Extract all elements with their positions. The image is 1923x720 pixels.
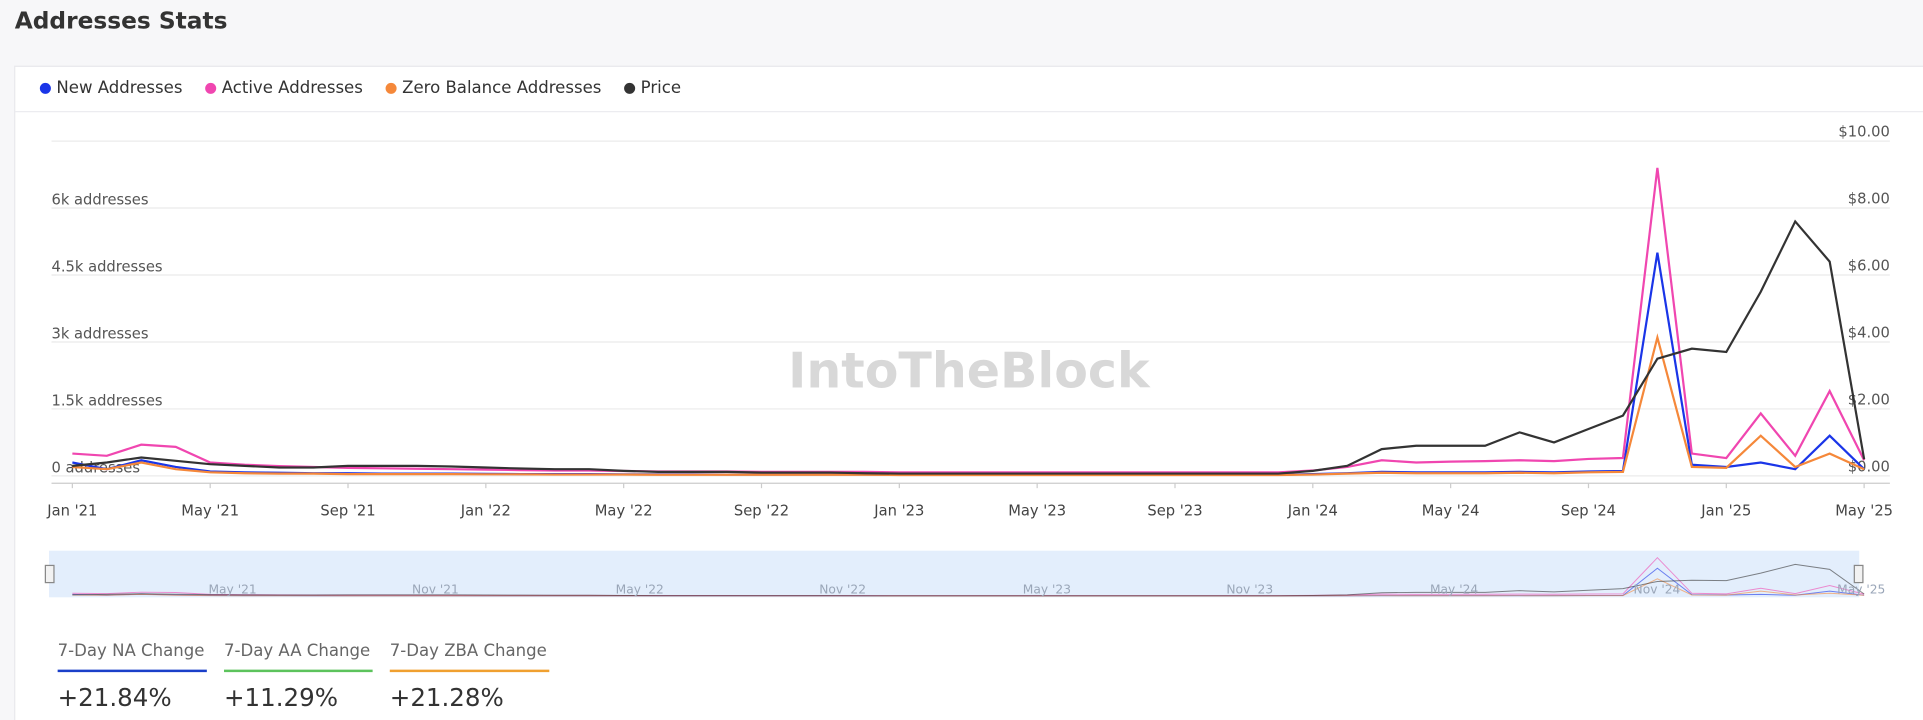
stat-value: +21.28% (390, 683, 504, 712)
stat-label: 7-Day ZBA Change (390, 641, 547, 660)
x-tick-label: May '24 (1422, 502, 1480, 519)
legend-label[interactable]: Price (641, 78, 681, 97)
series-line (72, 219, 1866, 475)
navigator-line (72, 563, 1865, 597)
layer: $0.00$2.00$4.00$6.00$8.00$10.000 address… (39, 78, 1893, 712)
x-tick-label: Jan '24 (1287, 502, 1338, 519)
legend-marker[interactable] (205, 82, 217, 94)
stat-label: 7-Day NA Change (58, 641, 205, 660)
legend-marker[interactable] (39, 82, 51, 94)
y-tick-label: 4.5k addresses (52, 259, 163, 276)
navigator-handle[interactable] (1853, 564, 1864, 584)
y2-tick-label: $4.00 (1848, 324, 1890, 341)
navigator-label: May '21 (208, 582, 256, 596)
y-tick-label: 1.5k addresses (52, 393, 163, 410)
y2-tick-label: $2.00 (1848, 391, 1890, 408)
x-tick-label: Jan '23 (873, 502, 924, 519)
x-tick-label: Jan '21 (46, 502, 97, 519)
x-tick-label: Sep '21 (320, 502, 375, 519)
x-tick-label: Jan '25 (1700, 502, 1751, 519)
legend-label[interactable]: New Addresses (56, 78, 182, 97)
x-tick-label: May '23 (1008, 502, 1066, 519)
x-tick-label: Sep '23 (1147, 502, 1202, 519)
stat-value: +11.29% (224, 683, 338, 712)
navigator-label: Nov '21 (412, 582, 459, 596)
x-tick-label: Sep '22 (734, 502, 789, 519)
x-tick-label: Sep '24 (1561, 502, 1616, 519)
series-line (72, 167, 1866, 474)
navigator-label: May '25 (1837, 582, 1885, 596)
navigator-label: May '23 (1023, 582, 1071, 596)
navigator-label: Nov '24 (1634, 582, 1681, 596)
x-tick-label: May '22 (595, 502, 653, 519)
panel (14, 65, 1923, 720)
y-tick-label: 6k addresses (52, 192, 149, 209)
y2-tick-label: $10.00 (1838, 124, 1889, 141)
navigator-label: May '24 (1430, 582, 1478, 596)
navigator-handle[interactable] (44, 564, 55, 584)
legend-marker[interactable] (385, 82, 397, 94)
x-tick-label: May '21 (181, 502, 239, 519)
navigator-label: May '22 (616, 582, 664, 596)
x-tick-label: May '25 (1835, 502, 1893, 519)
watermark: IntoTheBlock (788, 342, 1151, 400)
y-tick-label: 3k addresses (52, 326, 149, 343)
stat-value: +21.84% (58, 683, 172, 712)
legend-marker[interactable] (624, 82, 636, 94)
series-line (72, 333, 1865, 477)
x-tick-label: Jan '22 (460, 502, 511, 519)
stat-label: 7-Day AA Change (224, 641, 370, 660)
navigator-label: Nov '23 (1226, 582, 1273, 596)
title: Addresses Stats (15, 8, 228, 35)
legend-label[interactable]: Active Addresses (222, 78, 363, 97)
y2-tick-label: $6.00 (1848, 257, 1890, 274)
legend-label[interactable]: Zero Balance Addresses (402, 78, 601, 97)
navigator-label: Nov '22 (819, 582, 866, 596)
y2-tick-label: $8.00 (1848, 190, 1890, 207)
navigator[interactable] (49, 550, 1860, 598)
